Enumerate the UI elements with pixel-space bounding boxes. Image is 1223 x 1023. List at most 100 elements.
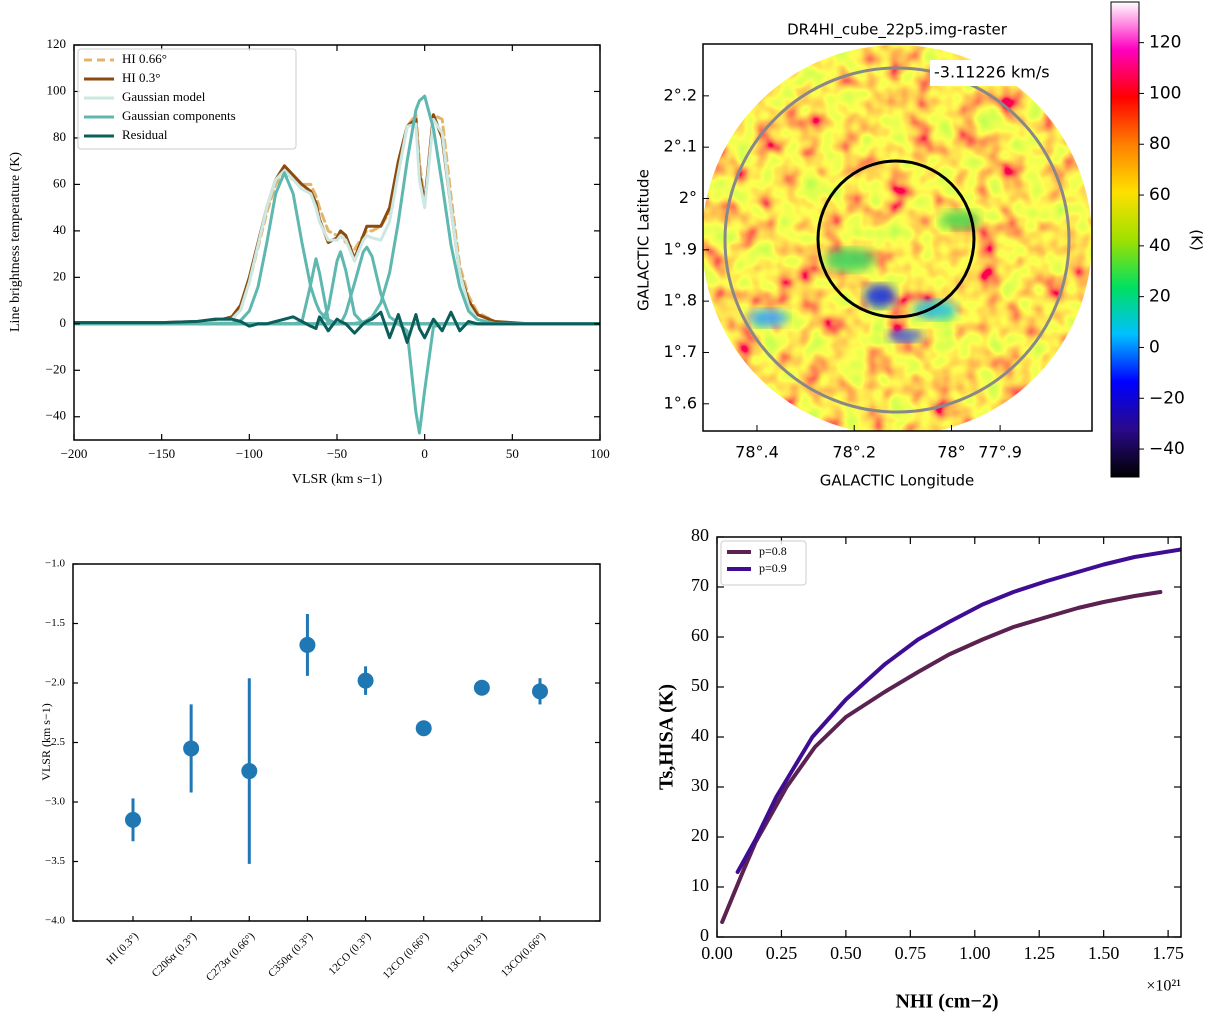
y-tick-label: −40 xyxy=(46,408,66,423)
component-line xyxy=(74,173,600,324)
raster xyxy=(702,45,1092,435)
x-tick-label: C350α (0.3°) xyxy=(266,930,316,980)
colorbar-label: (K) xyxy=(1188,229,1206,251)
x-tick-label: C206α (0.3°) xyxy=(150,930,200,980)
colorbar-tick-label: 100 xyxy=(1149,83,1181,103)
point xyxy=(241,763,257,779)
y-tick-label: 0 xyxy=(700,925,709,945)
map-area: -3.11226 km/s xyxy=(702,45,1092,435)
plot-frame xyxy=(717,537,1181,937)
raster-blob xyxy=(864,284,896,308)
y-tick-label: 20 xyxy=(53,268,66,283)
figure: −200−150−100−50050100−40−200204060801001… xyxy=(0,0,1223,1023)
colorbar-tick-label: 120 xyxy=(1149,33,1181,53)
y-tick-label: 60 xyxy=(691,625,709,645)
x-tick-label: 12CO (0.66°) xyxy=(381,930,432,981)
component-line xyxy=(74,324,600,433)
colorbar-tick-label: 80 xyxy=(1149,134,1171,154)
point xyxy=(532,683,548,699)
x-tick-label: 12CO (0.3°) xyxy=(326,930,373,977)
series-line xyxy=(74,312,600,342)
y-tick-label: 2°.1 xyxy=(664,137,697,156)
colorbar xyxy=(1111,2,1139,477)
x-tick-label: 1.50 xyxy=(1088,943,1120,963)
y-tick-label: 2° xyxy=(679,188,697,207)
y-tick-label: 100 xyxy=(47,82,67,97)
x-axis-label: GALACTIC Longitude xyxy=(820,472,975,490)
y-tick-label: 40 xyxy=(691,725,709,745)
x-tick-label: HI (0.3°) xyxy=(104,930,141,967)
legend-label: Gaussian components xyxy=(122,108,236,123)
x-tick-label: 0.25 xyxy=(766,943,798,963)
colorbar-tick-label: 60 xyxy=(1149,185,1171,205)
plot-area xyxy=(722,550,1181,923)
series-line xyxy=(74,119,600,323)
x-offset-label: ×10²¹ xyxy=(1146,978,1181,995)
colorbar-tick-label: −20 xyxy=(1149,388,1185,408)
y-axis-label: Ts,HISA (K) xyxy=(656,684,678,790)
y-tick-label: 30 xyxy=(691,775,709,795)
y-tick-label: −2.0 xyxy=(45,677,65,689)
y-tick-label: 2°.2 xyxy=(664,85,697,104)
y-tick-label: 60 xyxy=(53,175,66,190)
y-tick-label: 120 xyxy=(47,36,67,51)
point xyxy=(299,637,315,653)
y-tick-label: −20 xyxy=(46,361,66,376)
x-tick-label: 78°.4 xyxy=(735,443,779,462)
series-line xyxy=(722,592,1160,922)
point xyxy=(474,680,490,696)
legend-label: p=0.8 xyxy=(759,544,787,558)
x-tick-label: 13CO(0.3°) xyxy=(445,930,490,975)
colorbar-tick-label: 0 xyxy=(1149,337,1160,357)
x-tick-label: 0.00 xyxy=(701,943,733,963)
x-tick-label: 13CO(0.66°) xyxy=(499,930,548,979)
y-tick-label: 20 xyxy=(691,825,709,845)
legend-label: HI 0.66° xyxy=(122,51,167,66)
chart-title: DR4HI_cube_22p5.img-raster xyxy=(787,21,1008,40)
x-tick-label: −150 xyxy=(148,446,175,461)
x-tick-label: 1.25 xyxy=(1023,943,1055,963)
point xyxy=(358,673,374,689)
chart-panel: −4.0−3.5−3.0−2.5−2.0−1.5−1.0HI (0.3°)C20… xyxy=(39,558,600,984)
raster-blob xyxy=(825,248,875,272)
legend-label: Residual xyxy=(122,127,168,142)
page-body: {"chart_data": [ {"type": "line", "xlabe… xyxy=(0,0,1223,1023)
y-tick-label: 40 xyxy=(53,222,66,237)
y-tick-label: 1°.9 xyxy=(664,239,697,258)
x-tick-label: −200 xyxy=(61,446,88,461)
y-tick-label: −1.0 xyxy=(45,558,65,570)
colorbar-tick-label: 20 xyxy=(1149,287,1171,307)
x-tick-label: −50 xyxy=(327,446,347,461)
page: Figure body { margin: 0; background: #ff… xyxy=(0,0,1223,1023)
x-tick-label: 1.00 xyxy=(959,943,991,963)
y-tick-label: −1.5 xyxy=(45,617,65,629)
y-tick-label: 0 xyxy=(60,315,67,330)
y-tick-label: 1°.8 xyxy=(664,291,697,310)
x-tick-label: 100 xyxy=(590,446,610,461)
x-tick-label: 0.75 xyxy=(895,943,927,963)
x-tick-label: C273α (0.66°) xyxy=(204,930,258,984)
y-tick-label: 10 xyxy=(691,875,709,895)
y-tick-label: 1°.7 xyxy=(664,342,697,361)
annotation: -3.11226 km/s xyxy=(934,63,1050,82)
y-tick-label: 1°.6 xyxy=(664,393,697,412)
y-axis-label: VLSR (km s−1) xyxy=(39,703,53,780)
y-tick-label: 80 xyxy=(53,129,66,144)
component-line xyxy=(74,252,600,324)
point xyxy=(183,740,199,756)
x-axis-label: NHI (cm−2) xyxy=(895,991,998,1013)
x-tick-label: 0.50 xyxy=(830,943,862,963)
raster-disk xyxy=(702,45,1092,435)
y-tick-label: −3.5 xyxy=(45,855,65,867)
x-tick-label: 0 xyxy=(421,446,428,461)
legend: p=0.8p=0.9 xyxy=(721,541,806,585)
y-tick-label: −4.0 xyxy=(45,915,65,927)
raster-blob xyxy=(887,330,923,342)
x-tick-label: 78°.2 xyxy=(832,443,876,462)
legend-label: Gaussian model xyxy=(122,89,206,104)
y-axis-label: Line brightness temperature (K) xyxy=(8,152,23,332)
